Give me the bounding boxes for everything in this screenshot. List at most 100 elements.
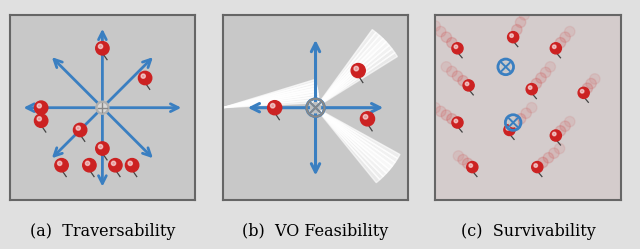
Circle shape [543,153,554,163]
Circle shape [534,164,538,167]
Circle shape [85,161,90,166]
Circle shape [74,123,87,137]
Text: (c)  Survivability: (c) Survivability [461,223,595,240]
Polygon shape [316,108,380,183]
Text: (a)  Traversability: (a) Traversability [29,223,175,240]
Circle shape [271,104,275,108]
Circle shape [504,124,515,135]
Polygon shape [223,82,317,108]
Polygon shape [316,32,380,108]
Polygon shape [316,49,395,108]
Circle shape [354,66,358,71]
Circle shape [510,119,520,129]
Polygon shape [316,35,383,108]
Circle shape [360,112,374,126]
Circle shape [310,103,321,113]
Circle shape [564,26,575,37]
Circle shape [35,101,48,114]
Circle shape [465,82,469,86]
Polygon shape [316,108,397,162]
Polygon shape [223,88,318,108]
Circle shape [138,71,152,85]
Circle shape [463,158,473,169]
Circle shape [552,132,556,136]
Circle shape [521,108,531,119]
Circle shape [458,76,468,86]
Polygon shape [316,45,392,108]
Circle shape [96,142,109,155]
Circle shape [550,130,561,141]
Polygon shape [223,97,319,108]
Circle shape [582,83,593,93]
Circle shape [111,161,116,166]
Circle shape [452,43,463,54]
Circle shape [552,45,556,49]
Circle shape [37,117,42,121]
Polygon shape [223,91,318,108]
Circle shape [578,87,589,98]
Polygon shape [316,108,387,177]
Circle shape [96,101,109,114]
Circle shape [509,118,517,127]
Circle shape [452,71,463,81]
Circle shape [545,62,556,72]
Circle shape [268,101,282,115]
Circle shape [536,73,546,83]
Circle shape [447,38,457,48]
Circle shape [515,114,526,124]
Circle shape [454,119,458,123]
Circle shape [538,157,548,168]
Circle shape [436,26,446,37]
Circle shape [556,38,566,48]
Circle shape [37,104,42,108]
Circle shape [447,114,457,124]
Circle shape [529,86,532,89]
Text: (b)  VO Feasibility: (b) VO Feasibility [243,223,388,240]
Polygon shape [316,39,386,108]
Circle shape [99,104,106,112]
Circle shape [35,114,48,127]
Circle shape [447,66,457,77]
Polygon shape [223,79,316,108]
Circle shape [463,80,474,91]
Polygon shape [223,85,317,108]
Circle shape [502,62,510,71]
Polygon shape [316,30,376,108]
Circle shape [527,103,537,113]
Circle shape [564,117,575,127]
Circle shape [141,74,145,78]
Circle shape [128,161,132,166]
Circle shape [55,159,68,172]
Circle shape [430,21,440,31]
Circle shape [511,25,522,35]
Circle shape [467,162,478,173]
Circle shape [83,159,96,172]
Circle shape [508,32,519,43]
Circle shape [441,32,452,42]
Circle shape [99,44,102,49]
Circle shape [351,63,365,78]
Circle shape [540,67,551,78]
Circle shape [554,143,564,154]
Polygon shape [223,94,319,108]
Polygon shape [316,108,400,158]
Circle shape [441,110,452,120]
Circle shape [526,84,538,95]
Polygon shape [316,108,392,170]
Polygon shape [223,100,319,108]
Circle shape [510,34,513,37]
Circle shape [454,45,458,49]
Circle shape [58,161,62,166]
Circle shape [430,103,440,113]
Circle shape [560,121,570,131]
Circle shape [453,151,463,161]
Polygon shape [316,108,383,180]
Circle shape [531,78,541,89]
Circle shape [452,117,463,128]
Circle shape [586,78,596,89]
Circle shape [310,103,321,113]
Circle shape [556,126,566,136]
Polygon shape [316,42,389,108]
Circle shape [515,17,526,27]
Circle shape [441,62,452,72]
